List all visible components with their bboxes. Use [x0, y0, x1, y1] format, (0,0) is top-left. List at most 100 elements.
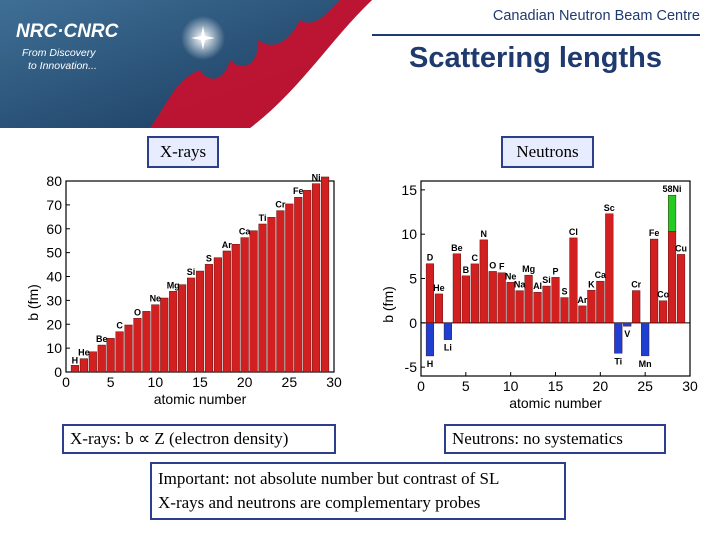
chart2-ytick-label: 10	[401, 226, 417, 242]
chart1-element-label: He	[78, 348, 90, 358]
chart1-element-label: H	[72, 355, 79, 365]
chart1-bar	[276, 210, 285, 373]
chart1-bar	[106, 338, 115, 373]
chart2-bar	[659, 300, 668, 324]
chart1-bar	[267, 217, 276, 373]
chart2-element-label: Mg	[522, 264, 535, 274]
chart2-element-label: V	[624, 329, 630, 339]
chart2-bar	[551, 277, 560, 324]
chart2-ytick-label: 15	[401, 182, 417, 198]
chart1-bar	[231, 244, 240, 373]
chart2-xtick-label: 0	[417, 378, 425, 394]
chart2-bar	[506, 282, 515, 324]
chart1-element-label: Mg	[167, 280, 180, 290]
chart1-bar	[70, 365, 79, 373]
chart1-xtick-label: 0	[62, 374, 70, 390]
chart1-bar	[178, 284, 187, 373]
chart2-bar	[470, 263, 479, 324]
chart1-bar	[213, 257, 222, 373]
chart1-element-label: Ne	[150, 294, 162, 304]
chart2-element-label: Mn	[639, 359, 652, 369]
chart2-element-label: Sc	[604, 203, 615, 213]
chart1-ytick-label: 20	[46, 316, 62, 332]
chart2-xtick-label: 5	[462, 378, 470, 394]
chart2-element-label: Be	[451, 243, 463, 253]
chart2-bar	[623, 322, 632, 327]
chart2-bar	[425, 322, 435, 357]
chart2-xtick-label: 15	[548, 378, 564, 394]
chart2-element-label: Cl	[569, 227, 578, 237]
chart1-bar	[133, 318, 142, 373]
chart2-bar	[515, 290, 524, 324]
chart1-element-label: Si	[187, 267, 196, 277]
chart1-bar	[187, 277, 196, 373]
chart1-element-label: Fe	[293, 186, 304, 196]
chart2-bar	[497, 272, 506, 324]
chart2-element-label: S	[561, 287, 567, 297]
slide-title: Scattering lengths	[409, 42, 662, 74]
chart1-ytick-label: 40	[46, 269, 62, 285]
chart1-element-label: S	[206, 253, 212, 263]
chart2-bar	[605, 213, 614, 324]
logo-text: NRC·CNRC	[16, 21, 119, 42]
chart2-element-label: Ca	[595, 270, 607, 280]
chart2-bar	[596, 280, 605, 324]
chart2-ytick-label: 0	[409, 315, 417, 331]
chart1-element-label: Cr	[275, 200, 285, 210]
chart1-element-label: Ti	[259, 213, 267, 223]
chart1-ylabel: b (fm)	[25, 284, 41, 321]
chart2-bar	[632, 290, 641, 324]
chart2-element-label: K	[588, 279, 595, 289]
chart2-element-label: Ti	[614, 356, 622, 366]
chart2-xtick-label: 30	[682, 378, 698, 394]
chart1-xlabel: atomic number	[154, 391, 247, 407]
nrc-banner: NRC·CNRC From Discovery to Innovation...	[0, 0, 372, 128]
chart2-element-label: Ar	[577, 295, 587, 305]
chart2-element-label: He	[433, 283, 445, 293]
chart1-ytick-label: 50	[46, 245, 62, 261]
chart2-element-label: Na	[514, 280, 526, 290]
flare-star	[191, 26, 215, 50]
chart2-bar	[488, 271, 497, 324]
chart1-xtick-label: 25	[282, 374, 298, 390]
chart2-bar	[560, 297, 569, 324]
chart2-xtick-label: 20	[593, 378, 609, 394]
chart2-ytick-label: 5	[409, 271, 417, 287]
chart2-bar-extra	[425, 263, 435, 324]
chart2-element-label: Cr	[631, 280, 641, 290]
maple-leaf-shape	[150, 0, 372, 128]
chart1-bar	[124, 324, 133, 373]
chart1-xtick-label: 5	[107, 374, 115, 390]
chart2-element-label: O	[489, 260, 496, 270]
chart2-element-label: D	[427, 253, 434, 263]
chart1-bar	[321, 176, 330, 373]
chart2-bar	[434, 293, 443, 324]
chart1-element-label: O	[134, 307, 141, 317]
chart2-element-label: Co	[657, 290, 669, 300]
chart2-xtick-label: 25	[637, 378, 653, 394]
chart2-ylabel: b (fm)	[380, 286, 396, 323]
chart1-bar	[258, 223, 267, 373]
note-line1: Important: not absolute number but contr…	[158, 469, 500, 488]
chart2-bar	[452, 253, 461, 324]
chart1-xtick-label: 20	[237, 374, 253, 390]
chart1-ytick-label: 60	[46, 221, 62, 237]
chart2-element-label: 58Ni	[663, 184, 682, 194]
chart2-bar	[443, 322, 452, 340]
org-title: Canadian Neutron Beam Centre	[492, 8, 700, 24]
chart1-bar	[142, 311, 151, 373]
xray-caption: X-rays: b ∝ Z (electron density)	[62, 424, 336, 454]
chart1-bar	[222, 250, 231, 373]
chart2-bar	[533, 292, 542, 324]
chart1-bar	[97, 344, 106, 373]
chart1-bar	[249, 230, 258, 373]
chart2-bar	[578, 305, 587, 324]
chart1-element-label: Be	[96, 334, 108, 344]
chart1-ytick-label: 10	[46, 340, 62, 356]
chart2-bar	[524, 274, 533, 324]
neutron-tag: Neutrons	[501, 136, 594, 168]
chart2-bar	[614, 322, 623, 354]
note-box: Important: not absolute number but contr…	[150, 462, 566, 520]
chart2-bar-extra	[668, 194, 677, 232]
